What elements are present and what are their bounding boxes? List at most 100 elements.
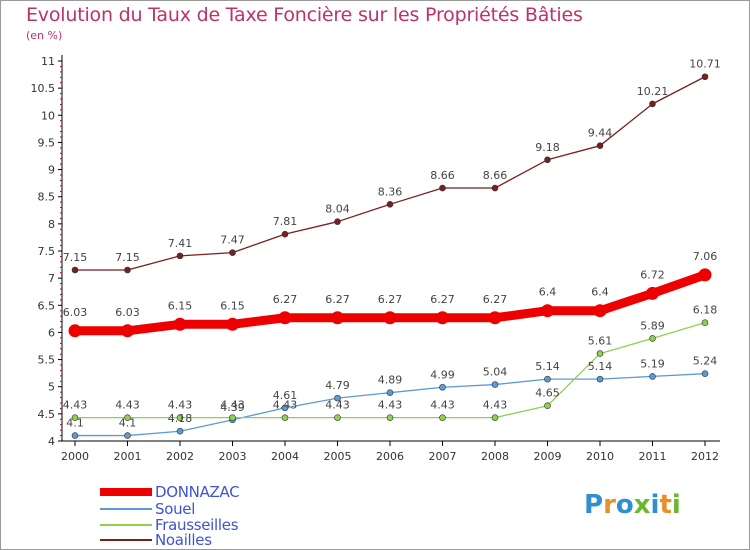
data-point	[596, 350, 604, 357]
legend-swatch	[100, 488, 152, 496]
data-point	[698, 268, 712, 282]
x-tick-label: 2003	[219, 450, 247, 463]
data-label: 4.43	[378, 399, 403, 412]
data-point	[71, 432, 79, 439]
data-label: 6.15	[220, 299, 245, 312]
data-label: 7.47	[220, 234, 245, 247]
data-label: 6.4	[539, 286, 557, 299]
x-tick-label: 2004	[271, 450, 299, 463]
data-label: 4.43	[220, 399, 245, 412]
x-tick-label: 2007	[429, 450, 457, 463]
data-label: 5.14	[535, 360, 560, 373]
x-tick-label: 2002	[166, 450, 194, 463]
x-tick-label: 2012	[691, 450, 719, 463]
data-label: 4.99	[430, 368, 455, 381]
y-tick-label: 9	[48, 164, 55, 177]
data-label: 6.18	[693, 304, 718, 317]
logo-letter: r	[603, 490, 616, 520]
data-label: 4.43	[430, 399, 455, 412]
data-label: 4.79	[325, 379, 350, 392]
data-point	[334, 414, 341, 421]
data-point	[124, 432, 131, 439]
legend-swatch	[100, 508, 152, 510]
y-tick-label: 9.5	[38, 136, 56, 149]
data-point	[68, 324, 82, 338]
data-point	[439, 414, 446, 421]
x-tick-label: 2010	[586, 450, 614, 463]
legend-item-noailles: Noailles	[100, 531, 300, 549]
data-label: 4.43	[273, 399, 298, 412]
data-label: 6.27	[273, 293, 298, 306]
data-label: 10.21	[637, 85, 669, 98]
legend-swatch	[100, 539, 152, 541]
data-point	[596, 142, 604, 149]
chart-title: Evolution du Taux de Taxe Foncière sur l…	[26, 4, 583, 26]
data-label: 6.72	[640, 268, 665, 281]
data-label: 4.39	[220, 401, 245, 414]
data-label: 5.19	[640, 357, 665, 370]
data-point	[386, 201, 394, 208]
x-tick-label: 2011	[639, 450, 667, 463]
data-point	[544, 402, 551, 410]
legend-label: Frausseilles	[155, 516, 239, 534]
data-label: 8.66	[430, 169, 455, 182]
data-point	[491, 414, 499, 421]
data-label: 6.03	[63, 306, 88, 319]
y-tick-label: 7	[48, 272, 55, 285]
data-label: 4.89	[378, 374, 403, 387]
data-point	[701, 73, 709, 81]
data-point	[701, 319, 709, 326]
x-tick-label: 2005	[324, 450, 352, 463]
chart-subtitle: (en %)	[26, 29, 63, 42]
data-label: 6.15	[168, 299, 193, 312]
data-point	[176, 252, 184, 260]
data-label: 7.06	[693, 250, 718, 263]
data-label: 6.27	[430, 293, 455, 306]
y-tick-label: 8.5	[38, 191, 56, 204]
data-point	[649, 373, 656, 380]
data-point	[383, 311, 397, 325]
data-label: 5.89	[640, 319, 665, 332]
y-tick-label: 10	[41, 109, 55, 122]
data-label: 7.15	[63, 251, 88, 264]
x-tick-label: 2000	[61, 450, 89, 463]
x-tick-label: 2009	[534, 450, 562, 463]
data-point	[176, 427, 184, 435]
data-label: 4.43	[168, 399, 193, 412]
data-point	[439, 383, 446, 391]
data-label: 4.1	[66, 417, 84, 430]
proxiti-logo: Proxiti	[584, 490, 681, 520]
data-point	[491, 381, 499, 388]
data-label: 4.61	[273, 389, 298, 402]
data-label: 9.18	[535, 141, 560, 154]
legend-swatch	[100, 524, 152, 526]
data-point	[334, 394, 341, 402]
logo-letter: o	[615, 490, 634, 520]
data-point	[281, 230, 289, 238]
logo-letter: t	[659, 490, 672, 520]
x-tick-label: 2001	[114, 450, 142, 463]
logo-letter: i	[650, 490, 660, 520]
data-point	[229, 249, 236, 256]
data-point	[71, 266, 79, 274]
data-label: 7.41	[168, 237, 193, 250]
y-tick-label: 6.5	[38, 299, 56, 312]
y-tick-label: 4	[48, 435, 55, 448]
y-tick-label: 7.5	[38, 245, 56, 258]
data-point	[121, 324, 134, 338]
data-point	[593, 304, 607, 318]
data-label: 4.43	[63, 399, 88, 412]
data-point	[386, 389, 394, 396]
data-label: 9.44	[588, 127, 613, 140]
data-label: 4.1	[119, 417, 137, 430]
data-label: 6.4	[591, 286, 609, 299]
data-label: 5.14	[588, 360, 613, 373]
data-point	[491, 184, 499, 192]
data-label: 6.27	[378, 293, 403, 306]
data-label: 6.27	[483, 293, 508, 306]
logo-letter: P	[584, 490, 604, 520]
legend-label: DONNAZAC	[155, 483, 240, 501]
y-tick-label: 5.5	[38, 354, 56, 367]
